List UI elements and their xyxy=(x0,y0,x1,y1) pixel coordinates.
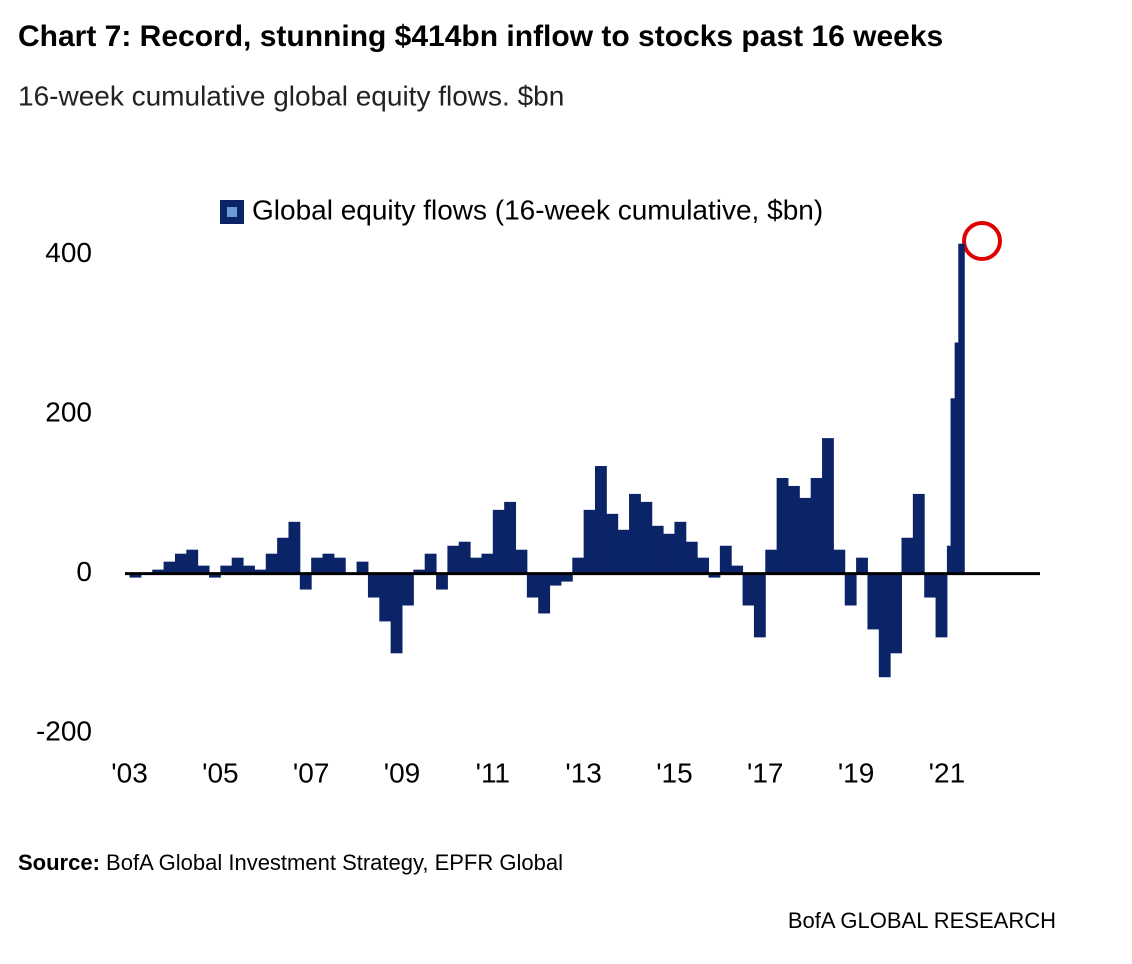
bar xyxy=(163,561,176,574)
bar xyxy=(254,569,267,574)
footer: BofA GLOBAL RESEARCH xyxy=(788,908,1056,933)
bar xyxy=(844,573,857,606)
x-tick-label: '09 xyxy=(384,757,421,788)
x-tick-label: '21 xyxy=(929,757,966,788)
bar xyxy=(470,557,482,574)
bar xyxy=(606,513,619,574)
x-tick-label: '11 xyxy=(476,757,510,788)
bar xyxy=(436,573,448,590)
bar xyxy=(776,477,789,574)
y-tick-label: 200 xyxy=(45,397,92,428)
bar xyxy=(322,553,335,574)
bar xyxy=(708,573,721,578)
bar xyxy=(401,573,414,606)
bar xyxy=(390,573,403,654)
bar xyxy=(950,398,956,574)
bar xyxy=(367,573,380,598)
bar xyxy=(935,573,948,638)
bar xyxy=(538,573,551,614)
source: Source: BofA Global Investment Strategy,… xyxy=(18,850,563,875)
bar xyxy=(810,477,823,574)
bar xyxy=(856,557,868,574)
bar xyxy=(231,557,244,574)
bar xyxy=(663,533,675,574)
bar xyxy=(526,573,539,598)
y-tick-label: 0 xyxy=(76,556,92,587)
legend-label: Global equity flows (16-week cumulative,… xyxy=(252,194,823,225)
chart-subtitle: 16-week cumulative global equity flows. … xyxy=(18,80,564,111)
bar xyxy=(719,545,732,574)
bar xyxy=(265,553,278,574)
bar xyxy=(288,521,301,574)
bar xyxy=(731,565,744,574)
bar xyxy=(277,537,289,574)
bar xyxy=(515,549,528,574)
x-tick-label: '03 xyxy=(111,757,148,788)
bar xyxy=(890,573,903,654)
bar xyxy=(174,553,187,574)
bar xyxy=(640,501,653,574)
bar xyxy=(651,525,664,574)
bar xyxy=(594,466,607,574)
bar xyxy=(954,342,959,574)
y-tick-label: -200 xyxy=(36,715,92,746)
bar xyxy=(572,557,585,574)
bar xyxy=(220,565,233,574)
bar xyxy=(311,557,324,574)
x-tick-label: '07 xyxy=(293,757,330,788)
chart-title: Chart 7: Record, stunning $414bn inflow … xyxy=(18,20,943,53)
bar xyxy=(958,243,965,574)
bar xyxy=(424,553,437,574)
bar xyxy=(901,537,914,574)
bar xyxy=(833,549,846,574)
bar xyxy=(186,549,199,574)
bar xyxy=(617,529,630,574)
bar xyxy=(867,573,880,630)
highlight-circle xyxy=(962,221,1002,261)
bar xyxy=(822,438,834,574)
bar xyxy=(333,557,346,574)
bar xyxy=(946,545,952,574)
bar xyxy=(629,493,641,574)
bar xyxy=(753,573,766,638)
bar xyxy=(549,573,562,586)
bar xyxy=(504,501,517,574)
bar xyxy=(481,553,494,574)
bar xyxy=(129,573,142,578)
x-tick-label: '05 xyxy=(202,757,239,788)
bar xyxy=(447,545,460,574)
bar xyxy=(413,569,426,574)
bar xyxy=(152,569,165,574)
bar xyxy=(912,493,925,574)
bar xyxy=(356,561,369,574)
bar xyxy=(379,573,392,622)
bar xyxy=(924,573,937,598)
x-tick-label: '19 xyxy=(838,757,875,788)
x-tick-label: '17 xyxy=(747,757,784,788)
bar xyxy=(765,549,778,574)
y-tick-label: 400 xyxy=(45,237,92,268)
x-tick-label: '13 xyxy=(565,757,602,788)
bar xyxy=(697,557,710,574)
x-tick-label: '15 xyxy=(656,757,693,788)
bar xyxy=(299,573,312,590)
bar xyxy=(878,573,891,678)
bar xyxy=(458,541,471,574)
bar xyxy=(492,509,505,574)
legend-swatch-inner xyxy=(227,207,237,217)
bar xyxy=(799,497,812,574)
bar xyxy=(742,573,755,606)
bar xyxy=(674,521,687,574)
bar xyxy=(685,541,698,574)
bar xyxy=(787,485,800,574)
bar xyxy=(197,565,210,574)
bar xyxy=(583,509,596,574)
bar xyxy=(209,573,221,578)
bar xyxy=(560,573,573,582)
bar xyxy=(243,565,255,574)
